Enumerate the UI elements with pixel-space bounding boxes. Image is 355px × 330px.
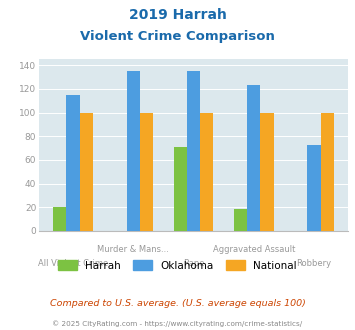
Text: © 2025 CityRating.com - https://www.cityrating.com/crime-statistics/: © 2025 CityRating.com - https://www.city… — [53, 320, 302, 327]
Bar — [127, 71, 140, 231]
Bar — [200, 113, 213, 231]
Text: Violent Crime Comparison: Violent Crime Comparison — [80, 30, 275, 43]
Text: Murder & Mans...: Murder & Mans... — [97, 245, 169, 254]
Text: Aggravated Assault: Aggravated Assault — [213, 245, 295, 254]
Bar — [140, 113, 153, 231]
Text: Compared to U.S. average. (U.S. average equals 100): Compared to U.S. average. (U.S. average … — [50, 299, 305, 308]
Bar — [307, 145, 321, 231]
Text: Robbery: Robbery — [296, 259, 332, 268]
Bar — [247, 85, 260, 231]
Text: 2019 Harrah: 2019 Harrah — [129, 8, 226, 22]
Bar — [187, 71, 200, 231]
Bar — [260, 113, 274, 231]
Bar — [53, 207, 66, 231]
Text: All Violent Crime: All Violent Crime — [38, 259, 108, 268]
Bar — [321, 113, 334, 231]
Text: Rape: Rape — [183, 259, 204, 268]
Bar — [80, 113, 93, 231]
Bar — [66, 95, 80, 231]
Legend: Harrah, Oklahoma, National: Harrah, Oklahoma, National — [55, 257, 300, 274]
Bar — [174, 147, 187, 231]
Bar — [234, 209, 247, 231]
